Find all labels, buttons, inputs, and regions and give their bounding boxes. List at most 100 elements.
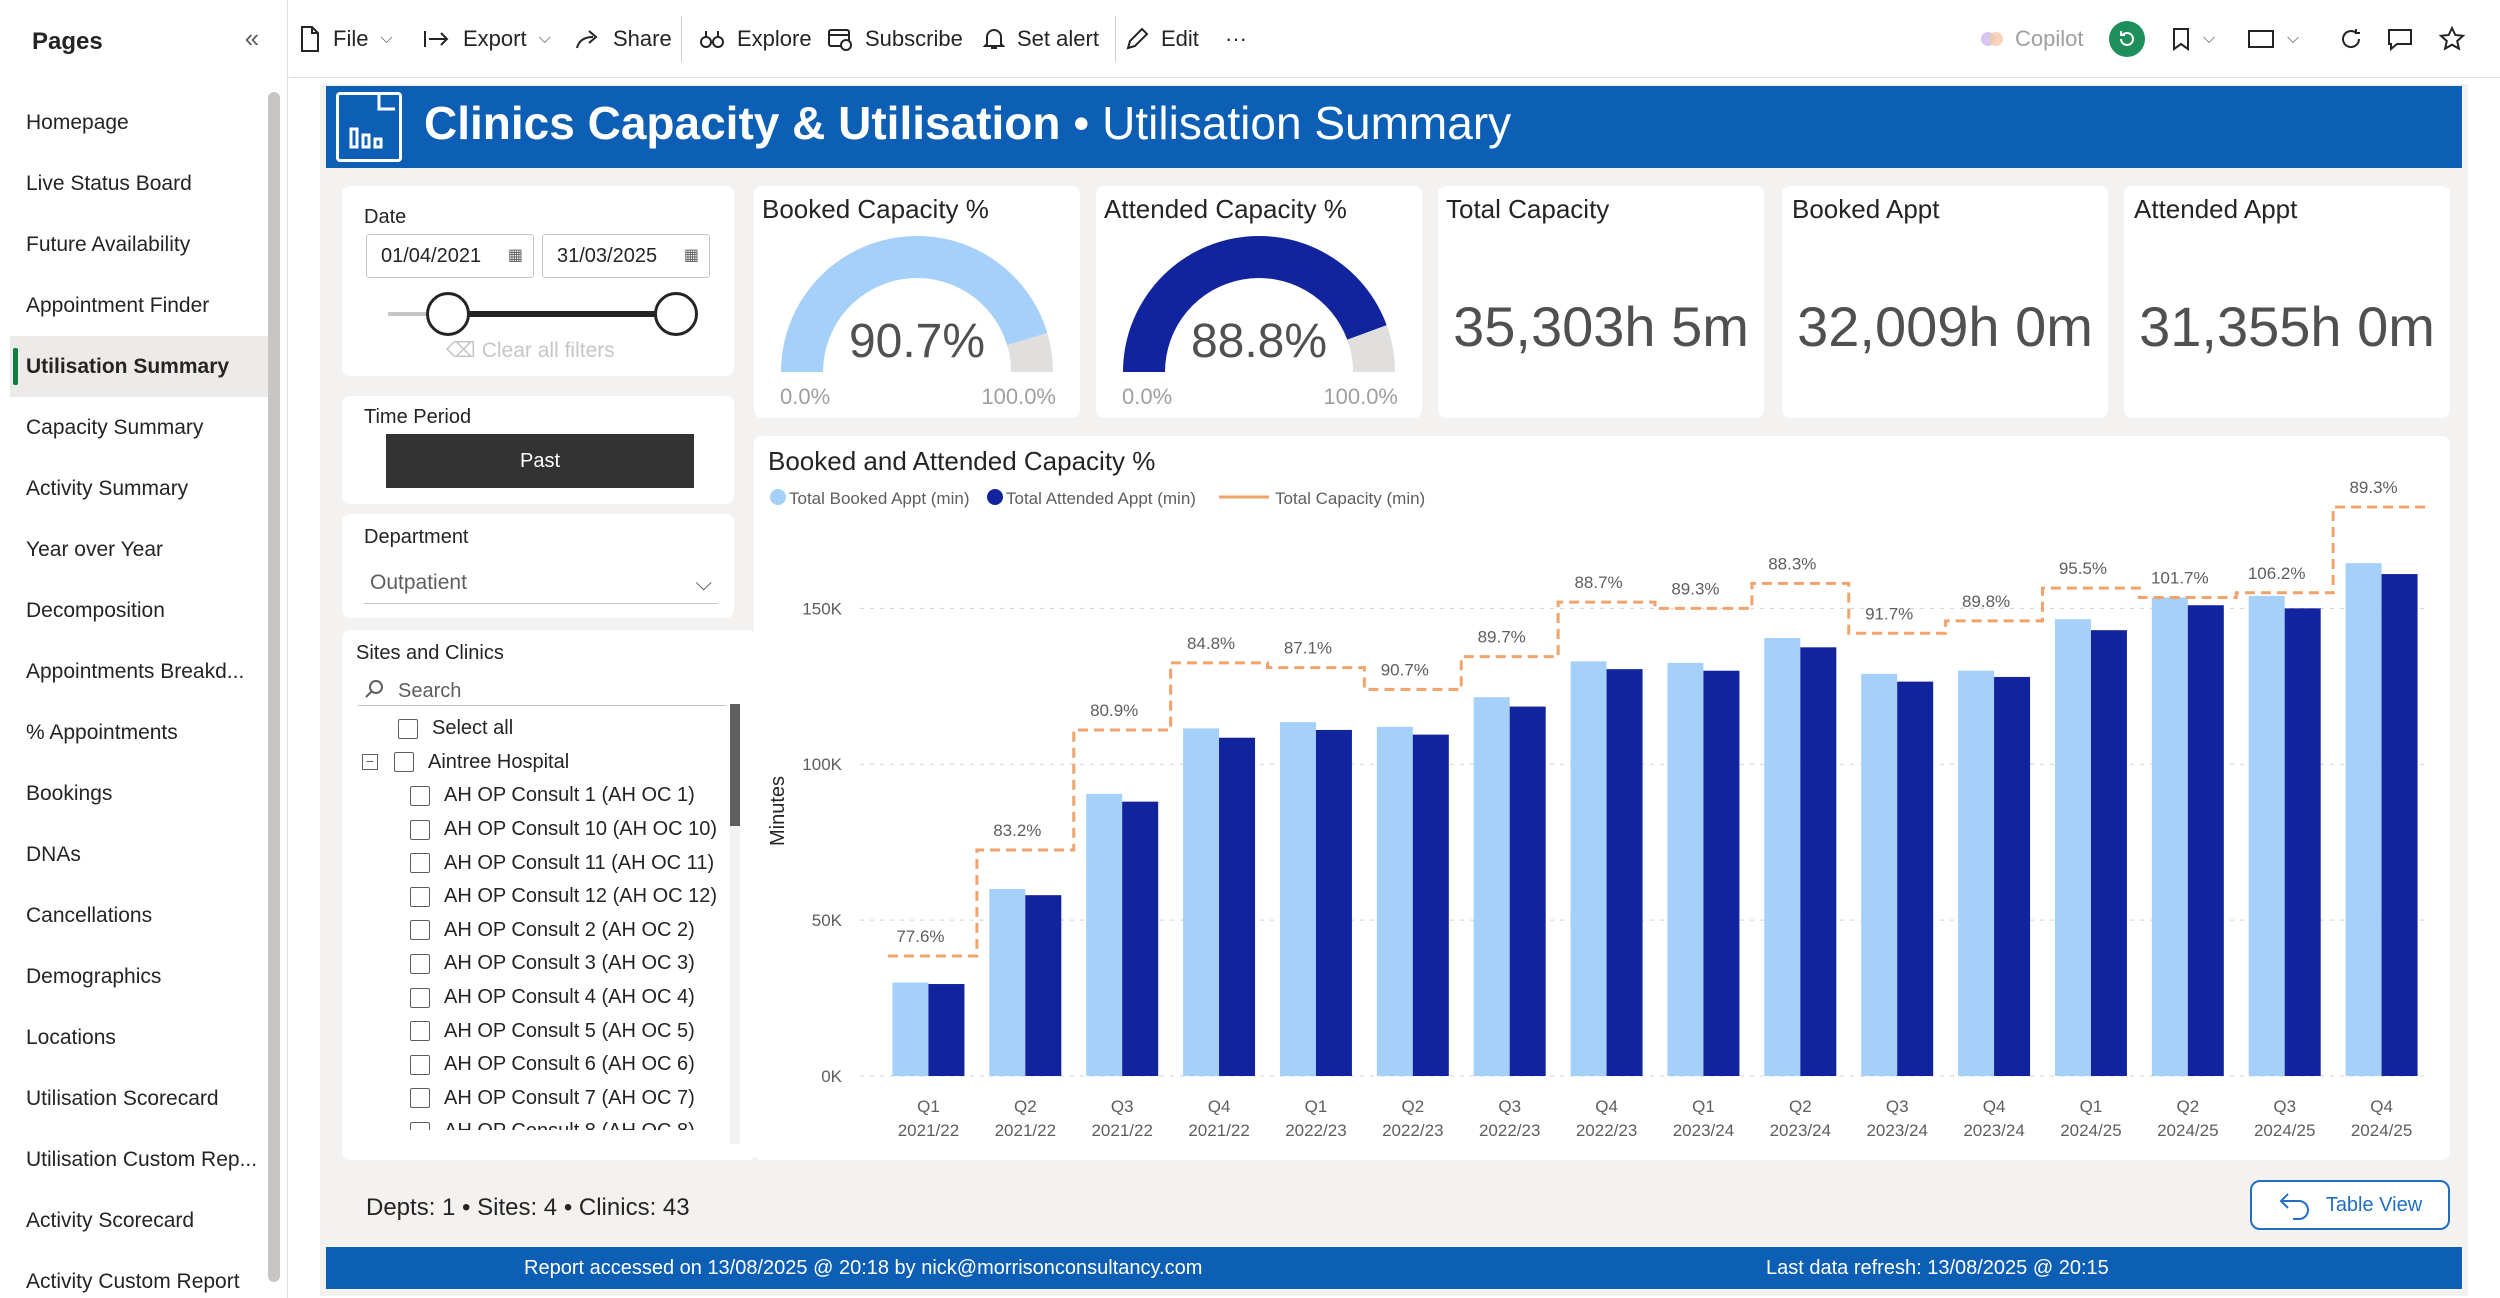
page-nav-item[interactable]: Utilisation Scorecard xyxy=(26,1087,219,1110)
clinic-option-label: AH OP Consult 5 (AH OC 5) xyxy=(444,1019,695,1042)
clinic-option[interactable]: AH OP Consult 11 (AH OC 11) xyxy=(362,846,722,880)
attended-bar xyxy=(1219,737,1256,1076)
chevron-down-icon: ⌵ xyxy=(2287,30,2300,47)
collapse-pane-icon[interactable]: « xyxy=(244,23,260,53)
page-nav-item[interactable]: DNAs xyxy=(26,843,81,866)
checkbox[interactable] xyxy=(410,853,430,874)
page-nav-item[interactable]: Activity Custom Report xyxy=(26,1270,240,1293)
sites-clinics-slicer: Sites and Clinics Search Select all − Ai… xyxy=(342,630,756,1160)
date-slider-start-handle[interactable] xyxy=(426,292,470,336)
checkbox[interactable] xyxy=(410,819,430,840)
clinic-scrollbar-thumb[interactable] xyxy=(730,704,740,826)
copilot-button[interactable]: Copilot xyxy=(1979,18,2083,60)
view-button[interactable]: ⌵ xyxy=(2247,18,2299,60)
checkbox[interactable] xyxy=(410,1021,430,1042)
checkbox[interactable] xyxy=(410,920,430,941)
page-nav-item[interactable]: % Appointments xyxy=(26,721,178,744)
checkbox[interactable] xyxy=(398,718,418,739)
calendar-icon[interactable]: ▦ xyxy=(507,247,523,264)
checkbox[interactable] xyxy=(410,886,430,907)
clinic-option-label: AH OP Consult 2 (AH OC 2) xyxy=(444,918,695,941)
set-alert-button[interactable]: Set alert xyxy=(983,18,1099,60)
page-nav-item[interactable]: Appointment Finder xyxy=(26,294,210,317)
calendar-icon[interactable]: ▦ xyxy=(683,247,699,264)
page-nav-item[interactable]: Cancellations xyxy=(26,904,153,927)
page-nav-item[interactable]: Bookings xyxy=(26,782,113,805)
clinic-option[interactable]: AH OP Consult 3 (AH OC 3) xyxy=(362,947,722,981)
clinic-option[interactable]: AH OP Consult 5 (AH OC 5) xyxy=(362,1014,722,1048)
page-nav-item[interactable]: Year over Year xyxy=(26,538,164,561)
clinic-option[interactable]: AH OP Consult 8 (AH OC 8) xyxy=(362,1115,722,1130)
clinic-option[interactable]: AH OP Consult 4 (AH OC 4) xyxy=(362,981,722,1015)
clinic-option[interactable]: AH OP Consult 6 (AH OC 6) xyxy=(362,1048,722,1082)
refresh-button[interactable] xyxy=(2339,18,2363,60)
checkbox[interactable] xyxy=(410,1088,430,1109)
clinic-option[interactable]: AH OP Consult 12 (AH OC 12) xyxy=(362,880,722,914)
checkbox[interactable] xyxy=(410,1121,430,1130)
search-icon xyxy=(365,680,383,698)
clinic-option[interactable]: AH OP Consult 10 (AH OC 10) xyxy=(362,813,722,847)
date-slider-end-handle[interactable] xyxy=(654,292,698,336)
page-nav-item[interactable]: Live Status Board xyxy=(26,172,192,195)
subscribe-button[interactable]: Subscribe xyxy=(827,18,963,60)
date-slider-range xyxy=(446,311,676,317)
page-nav-item[interactable]: Capacity Summary xyxy=(26,416,204,439)
more-options-button[interactable]: ··· xyxy=(1225,26,1247,51)
page-nav-item[interactable]: Future Availability xyxy=(26,233,191,256)
chevron-down-icon: ⌵ xyxy=(538,30,551,47)
collapse-icon[interactable]: − xyxy=(362,754,378,771)
clear-filters-button[interactable]: ⌫ Clear all filters xyxy=(446,338,615,363)
x-tick-year: 2024/25 xyxy=(2351,1121,2412,1140)
report-title-main: Clinics Capacity & Utilisation xyxy=(424,97,1061,149)
checkbox[interactable] xyxy=(410,953,430,974)
clinic-option[interactable]: AH OP Consult 1 (AH OC 1) xyxy=(362,779,722,813)
page-nav-item[interactable]: Utilisation Custom Rep... xyxy=(26,1148,258,1171)
sites-clinics-label: Sites and Clinics xyxy=(356,642,504,664)
pages-scrollbar[interactable] xyxy=(268,92,280,1282)
page-nav-item[interactable]: Utilisation Summary xyxy=(10,336,268,397)
capacity-chart-card: Booked and Attended Capacity % Total Book… xyxy=(754,436,2450,1160)
page-nav-item[interactable]: Demographics xyxy=(26,965,162,988)
date-slicer-label: Date xyxy=(364,206,407,228)
selection-counts: Depts: 1 • Sites: 4 • Clinics: 43 xyxy=(366,1194,690,1221)
select-all-option[interactable]: Select all xyxy=(362,712,722,746)
booked-bar xyxy=(1086,793,1123,1076)
attended-bar xyxy=(1606,669,1643,1076)
report-accessed-text: Report accessed on 13/08/2025 @ 20:18 by… xyxy=(524,1257,1203,1279)
explore-button[interactable]: Explore xyxy=(699,18,812,60)
department-dropdown[interactable]: Outpatient ⌵ xyxy=(364,562,718,604)
data-label: 95.5% xyxy=(2059,559,2107,578)
page-nav-item[interactable]: Decomposition xyxy=(26,599,165,622)
page-nav-item[interactable]: Activity Scorecard xyxy=(26,1209,195,1232)
time-period-past-button[interactable]: Past xyxy=(386,434,694,488)
end-date-input[interactable]: 31/03/2025 ▦ xyxy=(542,234,710,278)
share-button[interactable]: Share xyxy=(575,18,672,60)
page-nav-item[interactable]: Homepage xyxy=(26,111,129,134)
checkbox[interactable] xyxy=(410,785,430,806)
page-nav-item[interactable]: Appointments Breakd... xyxy=(26,660,245,683)
bookmark-button[interactable]: ⌵ xyxy=(2171,18,2215,60)
checkbox[interactable] xyxy=(410,987,430,1008)
page-nav-item[interactable]: Activity Summary xyxy=(26,477,189,500)
clinic-option[interactable]: AH OP Consult 2 (AH OC 2) xyxy=(362,914,722,948)
x-tick-year: 2024/25 xyxy=(2254,1121,2315,1140)
checkbox[interactable] xyxy=(394,752,414,773)
checkbox[interactable] xyxy=(410,1054,430,1075)
clinic-option[interactable]: AH OP Consult 7 (AH OC 7) xyxy=(362,1082,722,1116)
site-group-row[interactable]: − Aintree Hospital xyxy=(362,746,722,780)
export-menu-button[interactable]: Export ⌵ xyxy=(423,18,551,60)
comments-button[interactable] xyxy=(2387,18,2413,60)
reset-button[interactable] xyxy=(2109,18,2145,60)
file-menu-button[interactable]: File ⌵ xyxy=(299,18,393,60)
clinic-scrollbar-track[interactable] xyxy=(730,704,740,1144)
edit-button[interactable]: Edit xyxy=(1125,18,1199,60)
table-view-button[interactable]: Table View xyxy=(2250,1180,2450,1230)
clinic-search-input[interactable]: Search xyxy=(358,674,726,706)
department-value: Outpatient xyxy=(370,571,467,594)
x-tick-quarter: Q1 xyxy=(917,1097,940,1116)
start-date-input[interactable]: 01/04/2021 ▦ xyxy=(366,234,534,278)
page-nav-item[interactable]: Locations xyxy=(26,1026,116,1049)
attended-bar xyxy=(1800,647,1837,1076)
attended-bar xyxy=(1509,706,1546,1076)
favorite-button[interactable] xyxy=(2439,18,2465,60)
